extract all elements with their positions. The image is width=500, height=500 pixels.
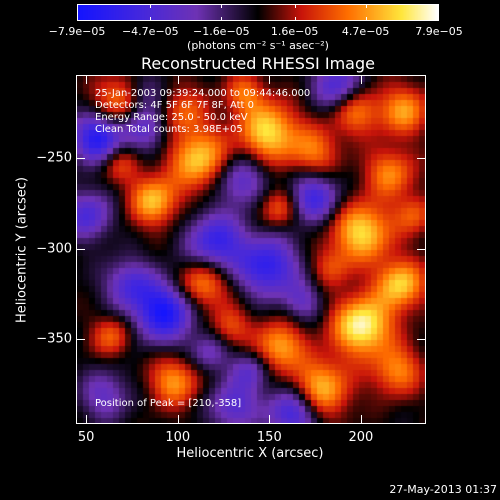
y-axis-tick — [417, 157, 425, 159]
colorbar — [77, 4, 439, 21]
x-tick-label: 200 — [348, 430, 374, 445]
info-detectors: Detectors: 4F 5F 6F 7F 8F, Att 0 — [95, 100, 255, 111]
colorbar-tick-label: 1.6e−05 — [270, 25, 319, 38]
colorbar-units: (photons cm⁻² s⁻¹ asec⁻²) — [187, 39, 329, 52]
colorbar-tick — [221, 17, 223, 21]
x-axis-tick — [360, 415, 362, 423]
colorbar-tick-label: 7.9e−05 — [415, 25, 463, 38]
x-axis-tick — [86, 415, 88, 423]
colorbar-tick-label: −7.9e−05 — [48, 25, 106, 38]
colorbar-tick — [294, 17, 296, 21]
x-tick-label: 50 — [77, 430, 95, 445]
y-axis-tick — [77, 248, 85, 250]
y-tick-label: −300 — [36, 241, 72, 257]
x-axis-tick — [177, 415, 179, 423]
x-axis-tick — [269, 76, 271, 84]
colorbar-tick-label: 4.7e−05 — [341, 25, 390, 38]
x-axis-tick — [177, 76, 179, 84]
info-energy-range: Energy Range: 25.0 - 50.0 keV — [95, 112, 248, 123]
y-axis-tick — [77, 157, 85, 159]
info-clean-counts: Clean Total counts: 3.98E+05 — [95, 124, 243, 135]
chart-title: Reconstructed RHESSI Image — [141, 54, 375, 73]
colorbar-tick — [438, 17, 439, 21]
y-tick-label: −350 — [36, 331, 72, 347]
colorbar-ticks-top — [77, 4, 439, 8]
colorbar-tick — [438, 4, 439, 8]
x-tick-label: 100 — [165, 430, 191, 445]
x-axis-tick — [86, 76, 88, 84]
colorbar-tick — [150, 4, 152, 8]
info-time-range: 25-Jan-2003 09:39:24.000 to 09:44:46.000 — [95, 88, 311, 99]
x-axis-tick — [269, 415, 271, 423]
colorbar-tick — [77, 4, 78, 8]
colorbar-tick — [365, 17, 367, 21]
colorbar-ticks-bottom — [77, 17, 439, 21]
plot-frame — [76, 75, 426, 424]
colorbar-tick — [221, 4, 223, 8]
x-tick-label: 150 — [256, 430, 282, 445]
x-axis-label: Heliocentric X (arcsec) — [176, 446, 324, 461]
colorbar-tick — [294, 4, 296, 8]
peak-position-label: Position of Peak = [210,-358] — [95, 398, 242, 409]
colorbar-tick-label: −1.6e−05 — [192, 25, 250, 38]
colorbar-tick — [150, 17, 152, 21]
timestamp: 27-May-2013 01:37 — [389, 483, 497, 496]
y-axis-tick — [417, 248, 425, 250]
colorbar-tick — [77, 17, 78, 21]
y-tick-label: −250 — [36, 150, 72, 166]
heatmap-image — [77, 76, 425, 423]
y-axis-label: Heliocentric Y (arcsec) — [14, 177, 30, 323]
y-axis-tick — [77, 339, 85, 341]
y-axis-tick — [417, 339, 425, 341]
colorbar-tick-label: −4.7e−05 — [121, 25, 179, 38]
colorbar-tick — [365, 4, 367, 8]
x-axis-tick — [360, 76, 362, 84]
